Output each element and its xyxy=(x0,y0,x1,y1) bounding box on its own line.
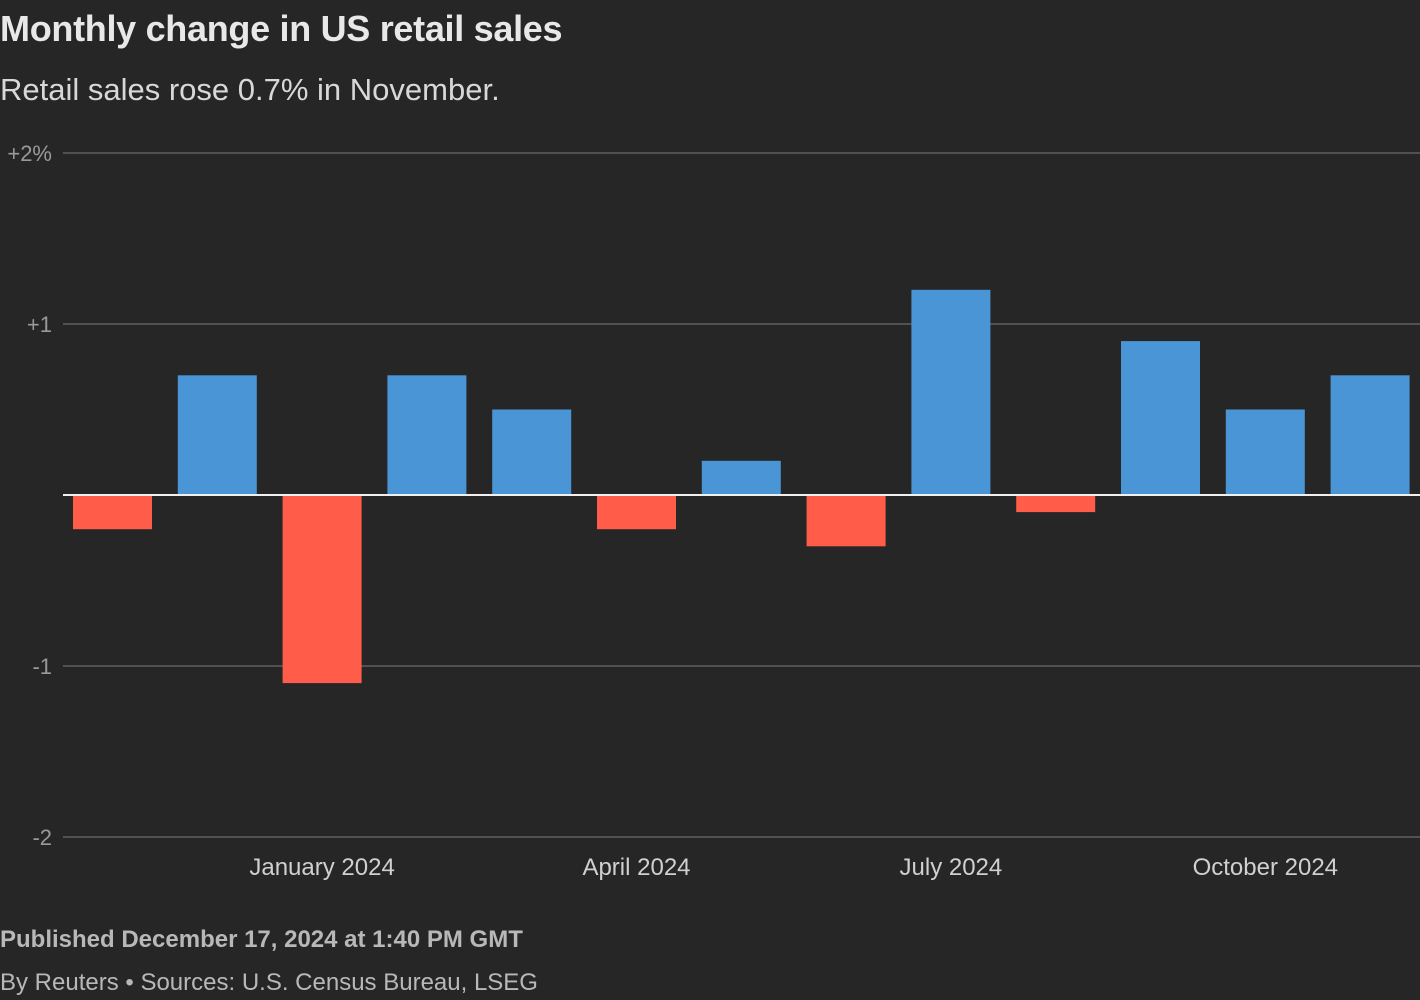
y-tick-label: +2% xyxy=(7,141,52,166)
bar-feb-2024[interactable] xyxy=(387,375,467,495)
x-tick-label: July 2024 xyxy=(900,854,1003,881)
source-byline: By Reuters • Sources: U.S. Census Bureau… xyxy=(0,969,538,996)
bar-apr-2024[interactable] xyxy=(597,495,676,530)
x-tick-label: April 2024 xyxy=(582,854,690,881)
y-tick-label: -2 xyxy=(32,825,52,850)
y-tick-label: +1 xyxy=(27,312,52,337)
bar-nov-2023[interactable] xyxy=(73,495,152,530)
axis-layer: +2% +1 -1 -2 January 2024 April 2024 July 2024… xyxy=(7,141,1420,881)
chart-subtitle: Retail sales rose 0.7% in November. xyxy=(0,72,500,107)
published-date: Published December 17, 2024 at 1:40 PM G… xyxy=(0,926,523,953)
bar-mar-2024[interactable] xyxy=(492,409,572,496)
bar-jul-2024[interactable] xyxy=(911,289,991,495)
y-tick-label: -1 xyxy=(32,654,52,679)
chart-title: Monthly change in US retail sales xyxy=(0,8,563,49)
bar-jan-2024[interactable] xyxy=(282,495,362,684)
x-tick-label: January 2024 xyxy=(249,854,394,881)
bar-dec-2023[interactable] xyxy=(177,375,257,495)
x-tick-label: October 2024 xyxy=(1193,854,1338,881)
bar-aug-2024[interactable] xyxy=(1016,495,1096,513)
bar-sep-2024[interactable] xyxy=(1121,341,1200,495)
bar-jun-2024[interactable] xyxy=(806,495,886,547)
bar-oct-2024[interactable] xyxy=(1225,409,1305,496)
bar-may-2024[interactable] xyxy=(701,460,781,495)
bar-layer xyxy=(73,289,1410,684)
bar-nov-2024[interactable] xyxy=(1330,375,1410,495)
bar-chart: +2% +1 -1 -2 January 2024 April 2024 July 2024… xyxy=(7,141,1420,881)
